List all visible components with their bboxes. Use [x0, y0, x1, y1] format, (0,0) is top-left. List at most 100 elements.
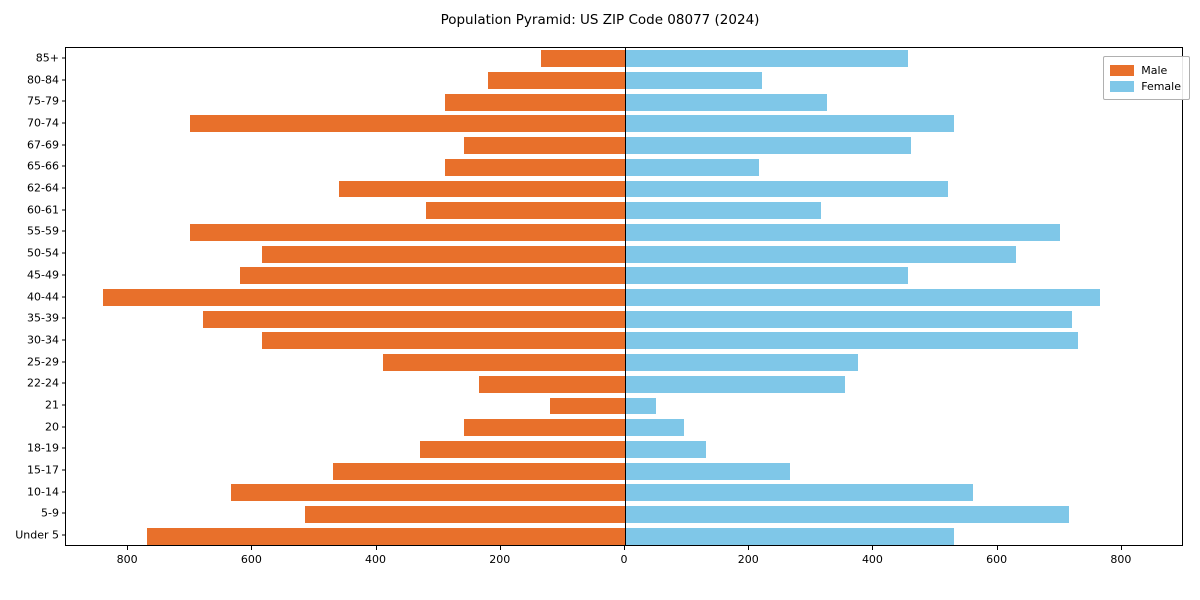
y-axis-tick: [61, 491, 65, 493]
bar-male: [420, 440, 625, 458]
bar-male: [202, 310, 625, 328]
bar-male: [479, 375, 625, 393]
pyramid-row: [66, 93, 1182, 111]
bar-female: [625, 180, 948, 198]
bar-female: [625, 375, 846, 393]
y-axis-tick: [61, 534, 65, 536]
bar-female: [625, 484, 973, 502]
x-axis-tick: [996, 546, 998, 550]
bar-female: [625, 223, 1060, 241]
bar-male: [463, 419, 625, 437]
pyramid-row: [66, 137, 1182, 155]
pyramid-row: [66, 397, 1182, 415]
pyramid-row: [66, 484, 1182, 502]
y-axis-label-40-44: 40-44: [27, 290, 59, 303]
chart-title: Population Pyramid: US ZIP Code 08077 (2…: [440, 12, 760, 28]
y-axis-label-20: 20: [45, 420, 59, 434]
y-axis-label-75-79: 75-79: [27, 94, 59, 108]
bar-male: [550, 397, 625, 415]
pyramid-row: [66, 419, 1182, 437]
pyramid-row: [66, 180, 1182, 198]
pyramid-row: [66, 505, 1182, 523]
x-axis-tick: [499, 546, 501, 550]
pyramid-row: [66, 354, 1182, 372]
pyramid-row: [66, 289, 1182, 306]
bar-male: [488, 72, 625, 89]
pyramid-row: [66, 158, 1182, 176]
y-axis-tick: [61, 144, 65, 146]
bar-female: [625, 462, 790, 480]
y-axis-tick: [61, 404, 65, 406]
y-axis-label-85-: 85+: [35, 51, 59, 65]
y-axis-label-15-17: 15-17: [27, 463, 59, 477]
y-axis-label-80-84: 80-84: [27, 73, 59, 87]
x-axis-tick-label: 600: [986, 553, 1008, 566]
y-axis-label-under-5: Under 5: [15, 528, 59, 542]
bar-male: [146, 527, 625, 545]
bar-male: [190, 115, 625, 133]
bar-male: [261, 332, 625, 350]
y-axis-tick: [61, 339, 65, 341]
x-axis-tick-label: 400: [861, 553, 883, 566]
y-axis-tick: [61, 469, 65, 471]
bar-female: [625, 332, 1079, 350]
y-axis-label-65-66: 65-66: [27, 159, 59, 173]
y-axis-label-5-9: 5-9: [41, 506, 59, 520]
legend-item-female: Female: [1110, 78, 1181, 94]
bar-male: [444, 158, 625, 176]
bar-female: [625, 93, 827, 111]
bar-female: [625, 419, 684, 437]
pyramid-row: [66, 440, 1182, 458]
bars-container: [66, 48, 1182, 545]
x-axis-tick-label: 800: [1110, 553, 1132, 566]
y-axis-tick: [61, 382, 65, 384]
y-axis-tick: [61, 122, 65, 124]
x-axis-tick: [375, 546, 377, 550]
y-axis-tick: [61, 426, 65, 428]
bar-male: [382, 354, 625, 372]
bar-male: [230, 484, 625, 502]
bar-female: [625, 310, 1073, 328]
bar-male: [261, 245, 625, 263]
bar-female: [625, 505, 1070, 523]
legend-label-male: Male: [1141, 63, 1168, 77]
y-axis-label-22-24: 22-24: [27, 376, 59, 390]
bar-female: [625, 50, 908, 68]
x-axis-tick-label: 400: [365, 553, 387, 566]
y-axis-tick: [61, 165, 65, 167]
y-axis-label-70-74: 70-74: [27, 116, 59, 130]
legend-swatch-male: [1110, 64, 1135, 76]
bar-male: [463, 137, 625, 155]
y-axis-tick: [61, 100, 65, 102]
x-axis-tick: [624, 546, 625, 550]
y-axis-tick: [61, 57, 65, 59]
x-axis-tick-label: 0: [620, 553, 628, 566]
chart-legend: Male Female: [1103, 56, 1190, 100]
y-axis-tick: [61, 447, 65, 449]
bar-female: [625, 397, 657, 415]
y-axis-tick: [61, 317, 65, 319]
x-axis-tick: [748, 546, 750, 550]
y-axis-label-10-14: 10-14: [27, 485, 59, 499]
bar-male: [333, 462, 625, 480]
y-axis-tick: [61, 79, 65, 81]
pyramid-row: [66, 267, 1182, 285]
pyramid-row: [66, 462, 1182, 480]
y-axis-tick: [61, 361, 65, 363]
pyramid-row: [66, 245, 1182, 263]
y-axis-tick: [61, 274, 65, 276]
pyramid-row: [66, 375, 1182, 393]
pyramid-row: [66, 50, 1182, 68]
bar-female: [625, 527, 955, 545]
bar-male: [426, 202, 625, 220]
y-axis-label-62-64: 62-64: [27, 181, 59, 195]
y-axis-label-35-39: 35-39: [27, 311, 59, 325]
x-axis-tick: [872, 546, 874, 550]
y-axis-label-67-69: 67-69: [27, 138, 59, 152]
x-axis-tick: [1120, 546, 1122, 550]
x-axis-tick-label: 200: [737, 553, 759, 566]
bar-female: [625, 289, 1101, 306]
x-axis-tick-label: 600: [240, 553, 262, 566]
bar-female: [625, 137, 911, 155]
